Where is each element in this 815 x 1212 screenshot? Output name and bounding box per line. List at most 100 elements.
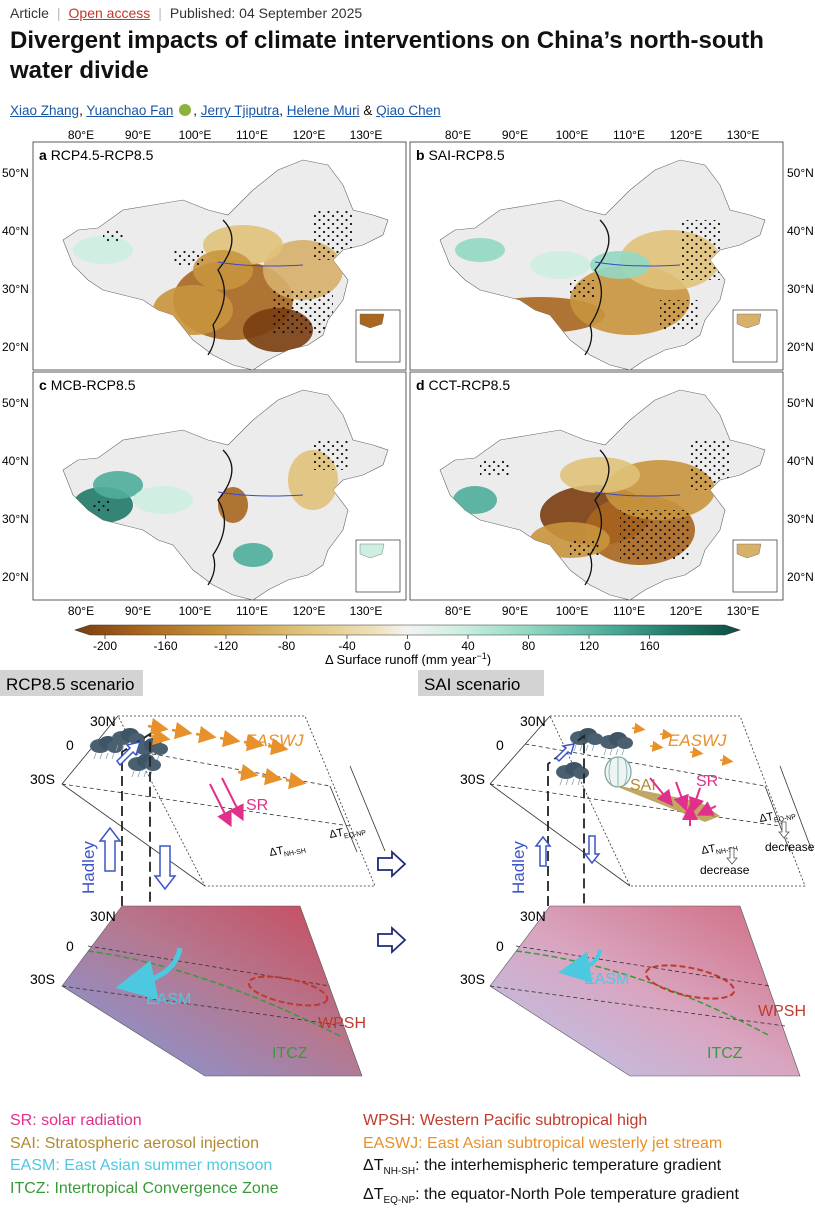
author-link[interactable]: Qiao Chen bbox=[376, 103, 441, 118]
easwj-label: EASWJ bbox=[245, 731, 304, 750]
article-type: Article bbox=[10, 5, 49, 21]
svg-text:0: 0 bbox=[496, 737, 504, 753]
runoff-map-figure: 80°E 90°E 100°E 110°E 120°E 130°E 80°E 90°E 100°… bbox=[2, 128, 814, 666]
colorbar-label: Δ Surface runoff (mm year−1) bbox=[325, 651, 491, 666]
legend-item: SAI: Stratospheric aerosol injection bbox=[10, 1134, 260, 1152]
lat-tick-label: 50°N bbox=[2, 166, 29, 180]
lat-tick-label: 30°N bbox=[787, 512, 814, 526]
scenario-tab-sai bbox=[418, 670, 544, 696]
hadley-up-arrow bbox=[98, 826, 122, 872]
lon-tick-label: 110°E bbox=[236, 128, 268, 142]
lon-ticks-bottom: 80°E 90°E 100°E 110°E 120°E 130°E 80°E 90°E 100°… bbox=[68, 604, 759, 618]
svg-text:0: 0 bbox=[496, 938, 504, 954]
lat-tick-label: 20°N bbox=[787, 340, 814, 354]
decrease-arrow-icon bbox=[778, 821, 790, 839]
open-access-link[interactable]: Open access bbox=[68, 5, 151, 21]
map-panel-d: d CCT-RCP8.5 bbox=[409, 371, 784, 601]
legend-item: ΔTEQ-NP: the equator-North Pole temperat… bbox=[363, 1185, 739, 1206]
map-panel-b: b SAI-RCP8.5 bbox=[409, 141, 784, 371]
article-meta: Article | Open access | Published: 04 Se… bbox=[10, 5, 362, 21]
lat-tick-label: 40°N bbox=[2, 454, 29, 468]
lon-tick-label: 130°E bbox=[350, 128, 383, 142]
decrease-arrow-icon bbox=[726, 847, 738, 865]
lon-tick-label: 120°E bbox=[293, 128, 326, 142]
scenario-label-sai: SAI scenario bbox=[424, 675, 520, 694]
svg-text:30S: 30S bbox=[460, 971, 485, 987]
lat-tick-label: 50°N bbox=[2, 396, 29, 410]
svg-text:EASM: EASM bbox=[584, 971, 629, 988]
mechanism-schematic: RCP8.5 scenario SAI scenario 30N 0 30S E… bbox=[0, 670, 815, 1077]
panel-label: d CCT-RCP8.5 bbox=[416, 377, 510, 393]
colorbar-tick-label: -40 bbox=[338, 639, 356, 653]
map-panel-a: a RCP4.5-RCP8.5 bbox=[32, 141, 407, 371]
author-list: Xiao Zhang, Yuanchao Fan , Jerry Tjiputr… bbox=[10, 103, 441, 118]
svg-text:30N: 30N bbox=[520, 713, 546, 729]
inset-map bbox=[732, 309, 778, 363]
lat-tick-label: 50°N bbox=[787, 396, 814, 410]
colorbar-tick-label: -80 bbox=[278, 639, 296, 653]
lat-tick-label: 20°N bbox=[2, 570, 29, 584]
dt-nh-sh-label: ΔTNH-SH bbox=[268, 841, 306, 861]
lat-tick-label: 20°N bbox=[2, 340, 29, 354]
svg-text:30N: 30N bbox=[520, 908, 546, 924]
sr-label: SR bbox=[246, 797, 268, 814]
svg-text:0: 0 bbox=[66, 938, 74, 954]
lat-tick-label: 30°N bbox=[787, 282, 814, 296]
wpsh-label: WPSH bbox=[318, 1015, 366, 1032]
svg-text:ITCZ: ITCZ bbox=[707, 1045, 743, 1062]
svg-text:Hadley: Hadley bbox=[509, 841, 528, 894]
lon-tick-label: 100°E bbox=[179, 128, 212, 142]
map-panels: a RCP4.5-RCP8.5 b SAI-RCP8.5 c MCB-RCP8.5 d… bbox=[32, 141, 784, 601]
svg-text:30S: 30S bbox=[30, 971, 55, 987]
colorbar-tick-label: 40 bbox=[461, 639, 475, 653]
legend-item: ΔTNH-SH: the interhemispheric temperatur… bbox=[363, 1157, 722, 1178]
colorbar-tick-label: 120 bbox=[579, 639, 599, 653]
lon-tick-label: 130°E bbox=[727, 604, 760, 618]
hadley-label: Hadley bbox=[79, 841, 98, 894]
easm-label: EASM bbox=[146, 991, 191, 1008]
author-link[interactable]: Jerry Tjiputra bbox=[200, 103, 280, 118]
panel-label: a RCP4.5-RCP8.5 bbox=[39, 147, 154, 163]
legend-item: SR: solar radiation bbox=[10, 1112, 142, 1129]
legend-item: ITCZ: Intertropical Convergence Zone bbox=[10, 1179, 279, 1197]
colorbar-tick-label: 80 bbox=[522, 639, 536, 653]
colorbar-tick-label: -200 bbox=[93, 639, 117, 653]
panel-label: c MCB-RCP8.5 bbox=[39, 377, 136, 393]
inset-map bbox=[355, 539, 401, 593]
hadley-down-arrow bbox=[153, 845, 177, 891]
lon-tick-label: 110°E bbox=[613, 604, 645, 618]
lon-tick-label: 90°E bbox=[125, 604, 151, 618]
lon-tick-label: 120°E bbox=[293, 604, 326, 618]
legend-right: WPSH: Western Pacific subtropical high E… bbox=[363, 1110, 739, 1212]
svg-text:30S: 30S bbox=[460, 771, 485, 787]
lat-tick-label: 40°N bbox=[2, 224, 29, 238]
legend-left: SR: solar radiation SAI: Stratospheric a… bbox=[10, 1110, 279, 1200]
legend-item: WPSH: Western Pacific subtropical high bbox=[363, 1112, 648, 1129]
lon-tick-label: 100°E bbox=[179, 604, 212, 618]
orcid-icon[interactable] bbox=[179, 104, 192, 116]
svg-text:decrease: decrease bbox=[765, 840, 815, 854]
inset-map bbox=[732, 539, 778, 593]
lon-tick-label: 80°E bbox=[445, 604, 471, 618]
lon-tick-label: 110°E bbox=[236, 604, 268, 618]
panel-label: b SAI-RCP8.5 bbox=[416, 147, 505, 163]
svg-text:0: 0 bbox=[66, 737, 74, 753]
easwj-arrows bbox=[147, 717, 307, 790]
author-link[interactable]: Xiao Zhang bbox=[10, 103, 80, 118]
lon-tick-label: 130°E bbox=[727, 128, 760, 142]
meta-divider: | bbox=[56, 5, 61, 21]
svg-text:ΔTEQ-NP: ΔTEQ-NP bbox=[758, 807, 796, 827]
lon-tick-label: 80°E bbox=[68, 128, 94, 142]
svg-text:SR: SR bbox=[696, 773, 718, 790]
author-link[interactable]: Yuanchao Fan bbox=[86, 103, 174, 118]
lon-tick-label: 110°E bbox=[613, 128, 645, 142]
lon-tick-label: 100°E bbox=[556, 128, 589, 142]
lon-ticks-top: 80°E 90°E 100°E 110°E 120°E 130°E 80°E 90°E 100°… bbox=[68, 128, 759, 142]
lat-tick-label: 30°N bbox=[2, 282, 29, 296]
svg-text:30S: 30S bbox=[30, 771, 55, 787]
author-link[interactable]: Helene Muri bbox=[286, 103, 360, 118]
meta-divider: | bbox=[158, 5, 162, 21]
svg-text:ΔTNH-SH: ΔTNH-SH bbox=[700, 839, 738, 859]
svg-text:EASWJ: EASWJ bbox=[668, 731, 727, 750]
rcp85-schematic: 30N 0 30S EASWJ SR ΔTNH-SH ΔTEQ-NP Had bbox=[30, 713, 386, 1077]
